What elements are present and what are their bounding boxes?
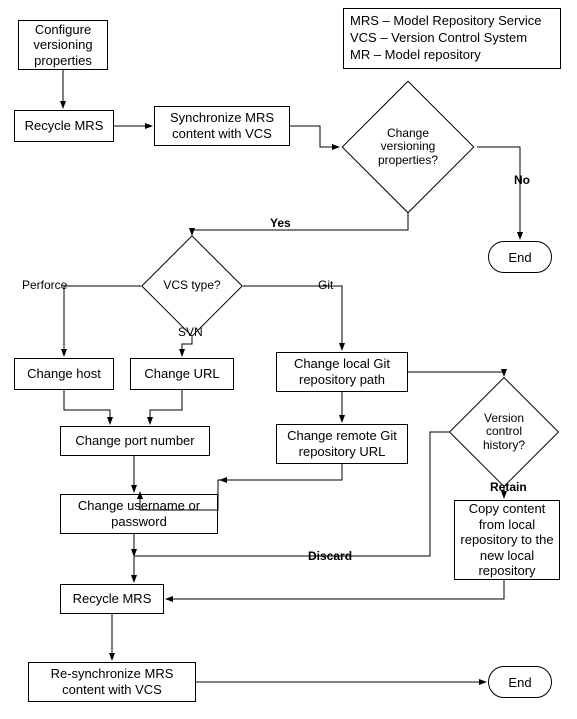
node-text: Configure versioning properties bbox=[23, 22, 103, 69]
node-vcs-type: VCS type? bbox=[156, 250, 228, 322]
node-text: Copy content from local repository to th… bbox=[459, 501, 555, 579]
label-discard: Discard bbox=[308, 549, 352, 563]
node-change-port: Change port number bbox=[60, 426, 210, 456]
node-change-git-url: Change remote Git repository URL bbox=[276, 424, 408, 464]
node-text: Change URL bbox=[144, 366, 219, 382]
legend-line: VCS – Version Control System bbox=[350, 30, 554, 47]
node-end2: End bbox=[488, 666, 552, 698]
node-text: Recycle MRS bbox=[73, 591, 152, 607]
legend-line: MR – Model repository bbox=[350, 47, 554, 64]
node-text: Re-synchronize MRS content with VCS bbox=[33, 666, 191, 697]
label-yes: Yes bbox=[270, 216, 291, 230]
node-text: Recycle MRS bbox=[25, 118, 104, 134]
node-text: End bbox=[508, 250, 531, 265]
node-text: Change versioning properties? bbox=[361, 127, 455, 167]
node-recycle2: Recycle MRS bbox=[60, 584, 164, 614]
node-text: End bbox=[508, 675, 531, 690]
label-no: No bbox=[514, 173, 530, 187]
node-version-history: Version control history? bbox=[465, 393, 543, 471]
node-change-user: Change username or password bbox=[60, 494, 218, 534]
node-text: Change username or password bbox=[65, 498, 213, 529]
node-change-versioning: Change versioning properties? bbox=[361, 100, 455, 194]
node-text: Change remote Git repository URL bbox=[281, 428, 403, 459]
node-sync: Synchronize MRS content with VCS bbox=[154, 106, 290, 146]
node-configure: Configure versioning properties bbox=[18, 20, 108, 70]
node-recycle1: Recycle MRS bbox=[14, 110, 114, 142]
node-copy-content: Copy content from local repository to th… bbox=[454, 500, 560, 580]
legend-line: MRS – Model Repository Service bbox=[350, 13, 554, 30]
node-resync: Re-synchronize MRS content with VCS bbox=[28, 662, 196, 702]
node-text: VCS type? bbox=[163, 279, 220, 292]
flowchart-canvas: MRS – Model Repository Service VCS – Ver… bbox=[0, 0, 577, 719]
node-change-url: Change URL bbox=[130, 358, 234, 390]
node-text: Change local Git repository path bbox=[281, 356, 403, 387]
node-text: Change port number bbox=[75, 433, 194, 449]
label-retain: Retain bbox=[490, 480, 527, 494]
label-perforce: Perforce bbox=[22, 278, 67, 292]
node-text: Synchronize MRS content with VCS bbox=[159, 110, 285, 141]
label-git: Git bbox=[318, 278, 333, 292]
legend-box: MRS – Model Repository Service VCS – Ver… bbox=[343, 8, 561, 69]
node-change-git-path: Change local Git repository path bbox=[276, 352, 408, 392]
node-change-host: Change host bbox=[14, 358, 114, 390]
label-svn: SVN bbox=[178, 325, 203, 339]
node-text: Change host bbox=[27, 366, 101, 382]
node-end1: End bbox=[488, 241, 552, 273]
node-text: Version control history? bbox=[465, 412, 543, 452]
